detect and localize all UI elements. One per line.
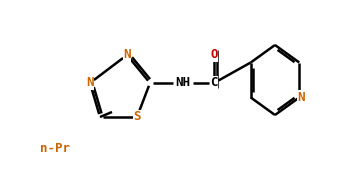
Text: O: O [210,48,218,61]
Text: NH: NH [176,76,191,89]
Text: S: S [133,111,141,124]
Text: n-Pr: n-Pr [40,142,70,154]
Text: C: C [210,76,218,89]
Text: N: N [297,91,305,104]
Text: N: N [123,48,131,61]
Text: N: N [86,76,94,89]
